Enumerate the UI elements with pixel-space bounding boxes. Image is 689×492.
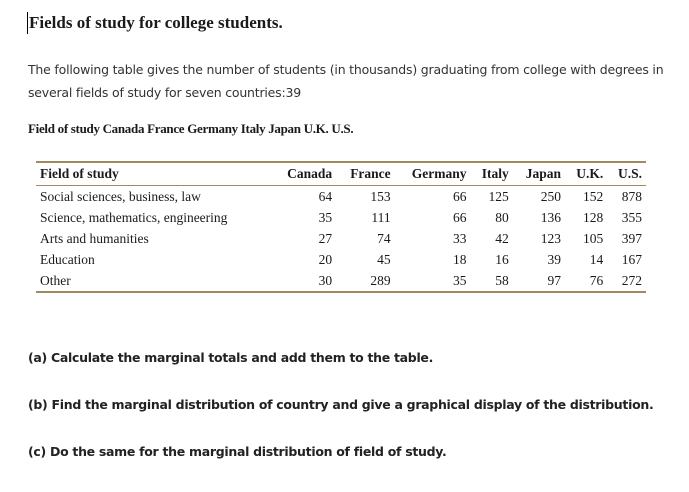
cell: 105 (583, 231, 604, 246)
cell: 128 (583, 210, 604, 225)
cell: 111 (371, 210, 391, 225)
cell: 397 (621, 231, 642, 246)
cell: 272 (621, 273, 642, 288)
cell: 167 (621, 252, 642, 267)
table-row: Other 30 289 35 58 97 76 272 (36, 270, 646, 292)
cell: 80 (495, 210, 509, 225)
row-label: Social sciences, business, law (40, 189, 201, 204)
column-header: U.K. (565, 162, 608, 186)
cell: 66 (452, 210, 467, 225)
column-header: U.S. (607, 162, 646, 186)
column-header: Canada (272, 162, 337, 186)
column-header: Italy (470, 162, 513, 186)
table-row: Education 20 45 18 16 39 14 167 (36, 249, 646, 270)
cell: 152 (583, 189, 604, 204)
question-a: (a) Calculate the marginal totals and ad… (28, 350, 434, 365)
fields-of-study-table: Field of study Canada France Germany Ita… (36, 161, 646, 293)
cell: 35 (318, 210, 333, 225)
cell: 66 (452, 189, 467, 204)
cell: 153 (370, 189, 391, 204)
table-row: Social sciences, business, law 64 153 66… (36, 186, 646, 208)
cell: 16 (495, 252, 509, 267)
cell: 58 (495, 273, 509, 288)
cell: 76 (589, 273, 604, 288)
table-header-row: Field of study Canada France Germany Ita… (36, 162, 646, 186)
row-label: Arts and humanities (40, 231, 149, 246)
row-label: Other (40, 273, 71, 288)
table-row: Science, mathematics, engineering 35 111… (36, 207, 646, 228)
table-row: Arts and humanities 27 74 33 42 123 105 … (36, 228, 646, 249)
cell: 123 (540, 231, 562, 246)
cell: 39 (547, 252, 562, 267)
cell: 45 (377, 252, 391, 267)
cell: 30 (318, 273, 333, 288)
cell: 14 (589, 252, 604, 267)
document-title: Fields of study for college students. (27, 12, 283, 34)
column-header: Japan (512, 162, 566, 186)
cell: 355 (621, 210, 642, 225)
intro-paragraph: The following table gives the number of … (28, 62, 664, 100)
cell: 125 (488, 189, 509, 204)
cell: 136 (540, 210, 562, 225)
question-c: (c) Do the same for the marginal distrib… (28, 444, 447, 459)
cell: 74 (377, 231, 391, 246)
cell: 20 (318, 252, 333, 267)
column-header: France (336, 162, 395, 186)
row-label: Education (40, 252, 95, 267)
row-label: Science, mathematics, engineering (40, 210, 228, 225)
cell: 64 (318, 189, 333, 204)
cell: 27 (318, 231, 333, 246)
cell: 97 (547, 273, 562, 288)
table-header-text: Field of study Canada France Germany Ita… (28, 121, 354, 136)
column-header: Field of study (36, 162, 273, 186)
cell: 878 (621, 189, 642, 204)
cell: 33 (452, 231, 467, 246)
cell: 250 (540, 189, 562, 204)
cell: 35 (452, 273, 467, 288)
cell: 289 (370, 273, 391, 288)
column-header: Germany (394, 162, 471, 186)
question-b: (b) Find the marginal distribution of co… (28, 397, 654, 412)
cell: 18 (452, 252, 467, 267)
cell: 42 (495, 231, 509, 246)
